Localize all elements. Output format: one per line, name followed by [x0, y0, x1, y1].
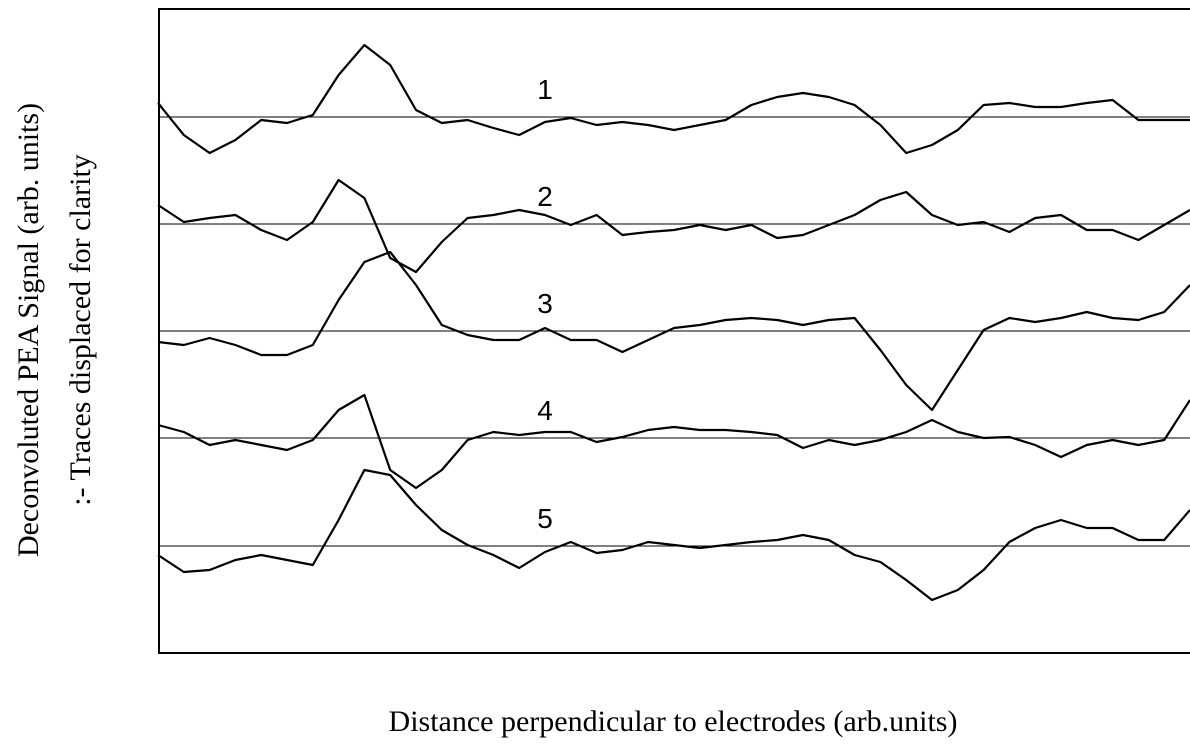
trace-label: 5 [537, 503, 553, 534]
x-axis-label: Distance perpendicular to electrodes (ar… [389, 705, 958, 738]
trace [157, 468, 1190, 602]
trace-label: 3 [537, 288, 553, 319]
trace-label: 4 [537, 395, 553, 426]
trace [157, 250, 1190, 412]
y-axis-label: :- Traces displaced for clarity [64, 154, 97, 506]
y-axis-label: Deconvoluted PEA Signal (arb. units) [12, 103, 45, 557]
trace [157, 393, 1190, 490]
trace [157, 43, 1190, 155]
trace [157, 178, 1190, 274]
trace-label: 1 [537, 74, 553, 105]
trace-label: 2 [537, 181, 553, 212]
